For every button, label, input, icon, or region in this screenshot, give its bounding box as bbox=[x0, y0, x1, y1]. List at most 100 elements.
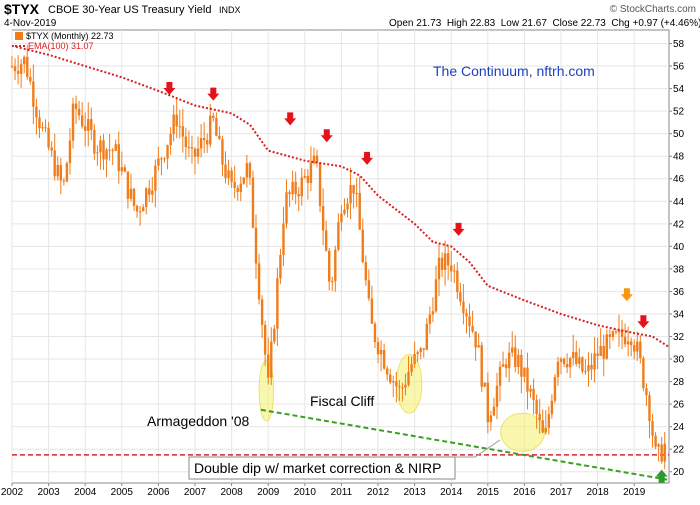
candle-body bbox=[233, 181, 236, 188]
candle-body bbox=[474, 331, 477, 348]
symbol-name: CBOE 30-Year US Treasury Yield bbox=[48, 4, 211, 16]
x-axis: 2002 2003 2004 2005 2006 2007 2008 2009 2010 2011… bbox=[1, 483, 646, 498]
candle-body bbox=[523, 367, 526, 377]
red-arrow-marker bbox=[361, 151, 374, 165]
y-tick-label: 34 bbox=[673, 309, 685, 320]
trendline bbox=[260, 408, 668, 481]
candle-body bbox=[468, 316, 471, 327]
candle-body bbox=[477, 345, 480, 348]
candle-body bbox=[428, 314, 432, 324]
candle-body bbox=[486, 382, 490, 423]
red-arrow-marker bbox=[207, 87, 220, 101]
credit-text: The Continuum, nftrh.com bbox=[433, 63, 595, 79]
candle-body bbox=[257, 263, 261, 300]
x-tick-label: 2002 bbox=[1, 487, 24, 498]
candle-body bbox=[346, 203, 349, 210]
candle-body bbox=[443, 253, 447, 270]
candle-body bbox=[221, 139, 224, 165]
candle-body bbox=[520, 354, 523, 377]
trend-line bbox=[260, 408, 668, 481]
candle-body bbox=[651, 421, 654, 436]
y-tick-label: 26 bbox=[673, 400, 685, 411]
candle-body bbox=[459, 292, 462, 302]
x-tick-label: 2010 bbox=[294, 487, 317, 498]
y-tick-label: 52 bbox=[673, 107, 685, 118]
candle-body bbox=[385, 368, 389, 375]
candle-body bbox=[544, 427, 547, 433]
x-tick-label: 2012 bbox=[367, 487, 390, 498]
candle-body bbox=[602, 345, 605, 359]
red-arrow-marker bbox=[637, 315, 650, 329]
fiscal-cliff-label: Fiscal Cliff bbox=[310, 393, 374, 409]
candle-body bbox=[172, 114, 175, 134]
candle-body bbox=[517, 354, 520, 368]
candle-body bbox=[572, 352, 575, 359]
candle-body bbox=[642, 358, 645, 389]
candle-body bbox=[16, 71, 20, 74]
candle-body bbox=[29, 77, 32, 82]
candle-body bbox=[206, 140, 209, 145]
legend-price-label: $TYX (Monthly) 22.73 bbox=[26, 31, 114, 41]
y-tick-label: 46 bbox=[673, 174, 685, 185]
candle-body bbox=[129, 188, 133, 199]
candle-body bbox=[71, 103, 75, 141]
x-tick-label: 2019 bbox=[623, 487, 646, 498]
candle-body bbox=[212, 115, 215, 119]
candle-body bbox=[141, 207, 145, 212]
double-dip-box bbox=[188, 456, 456, 480]
candle-body bbox=[416, 352, 419, 354]
candle-body bbox=[410, 364, 413, 372]
x-tick-label: 2015 bbox=[477, 487, 500, 498]
arrow-markers bbox=[163, 81, 668, 483]
x-tick-label: 2005 bbox=[111, 487, 134, 498]
candle-body bbox=[361, 229, 364, 263]
candle-body bbox=[199, 138, 203, 149]
candle-body bbox=[196, 148, 200, 157]
candle-body bbox=[32, 81, 35, 107]
candle-body bbox=[132, 188, 136, 206]
candle-body bbox=[35, 106, 38, 118]
candle-body bbox=[419, 348, 422, 353]
candle-body bbox=[90, 119, 93, 131]
red-arrow-marker bbox=[320, 129, 333, 143]
candle-body bbox=[178, 126, 181, 128]
candle-body bbox=[343, 209, 346, 214]
candle-body bbox=[489, 415, 493, 423]
candle-body bbox=[263, 324, 267, 355]
candle-body bbox=[169, 133, 172, 146]
candle-body bbox=[68, 140, 72, 164]
x-tick-label: 2011 bbox=[331, 487, 353, 498]
candle-body bbox=[62, 180, 66, 182]
candle-body bbox=[276, 278, 279, 329]
candle-body bbox=[13, 66, 17, 72]
candle-body bbox=[639, 341, 642, 359]
candle-body bbox=[581, 357, 584, 372]
candle-body bbox=[312, 155, 316, 164]
candle-body bbox=[392, 381, 395, 383]
candle-body bbox=[99, 140, 102, 153]
candle-body bbox=[337, 222, 340, 250]
candle-body bbox=[254, 227, 258, 264]
y-tick-label: 24 bbox=[673, 422, 685, 433]
candle-body bbox=[483, 382, 486, 387]
candle-body bbox=[450, 265, 453, 272]
candle-body bbox=[541, 420, 544, 433]
candle-body bbox=[407, 371, 410, 385]
candle-body bbox=[236, 187, 239, 192]
candle-body bbox=[562, 358, 566, 365]
candle-body bbox=[453, 270, 456, 272]
candle-body bbox=[65, 163, 69, 182]
candle-body bbox=[56, 164, 59, 177]
x-tick-label: 2017 bbox=[550, 487, 573, 498]
candle-body bbox=[608, 334, 612, 337]
candle-body bbox=[645, 388, 648, 396]
candle-body bbox=[151, 190, 154, 195]
candle-body bbox=[44, 127, 47, 129]
candle-body bbox=[138, 211, 142, 213]
candle-body bbox=[50, 147, 53, 151]
candle-body bbox=[584, 371, 587, 373]
candle-body bbox=[306, 176, 310, 183]
candle-body bbox=[547, 414, 551, 428]
candle-body bbox=[370, 298, 374, 324]
